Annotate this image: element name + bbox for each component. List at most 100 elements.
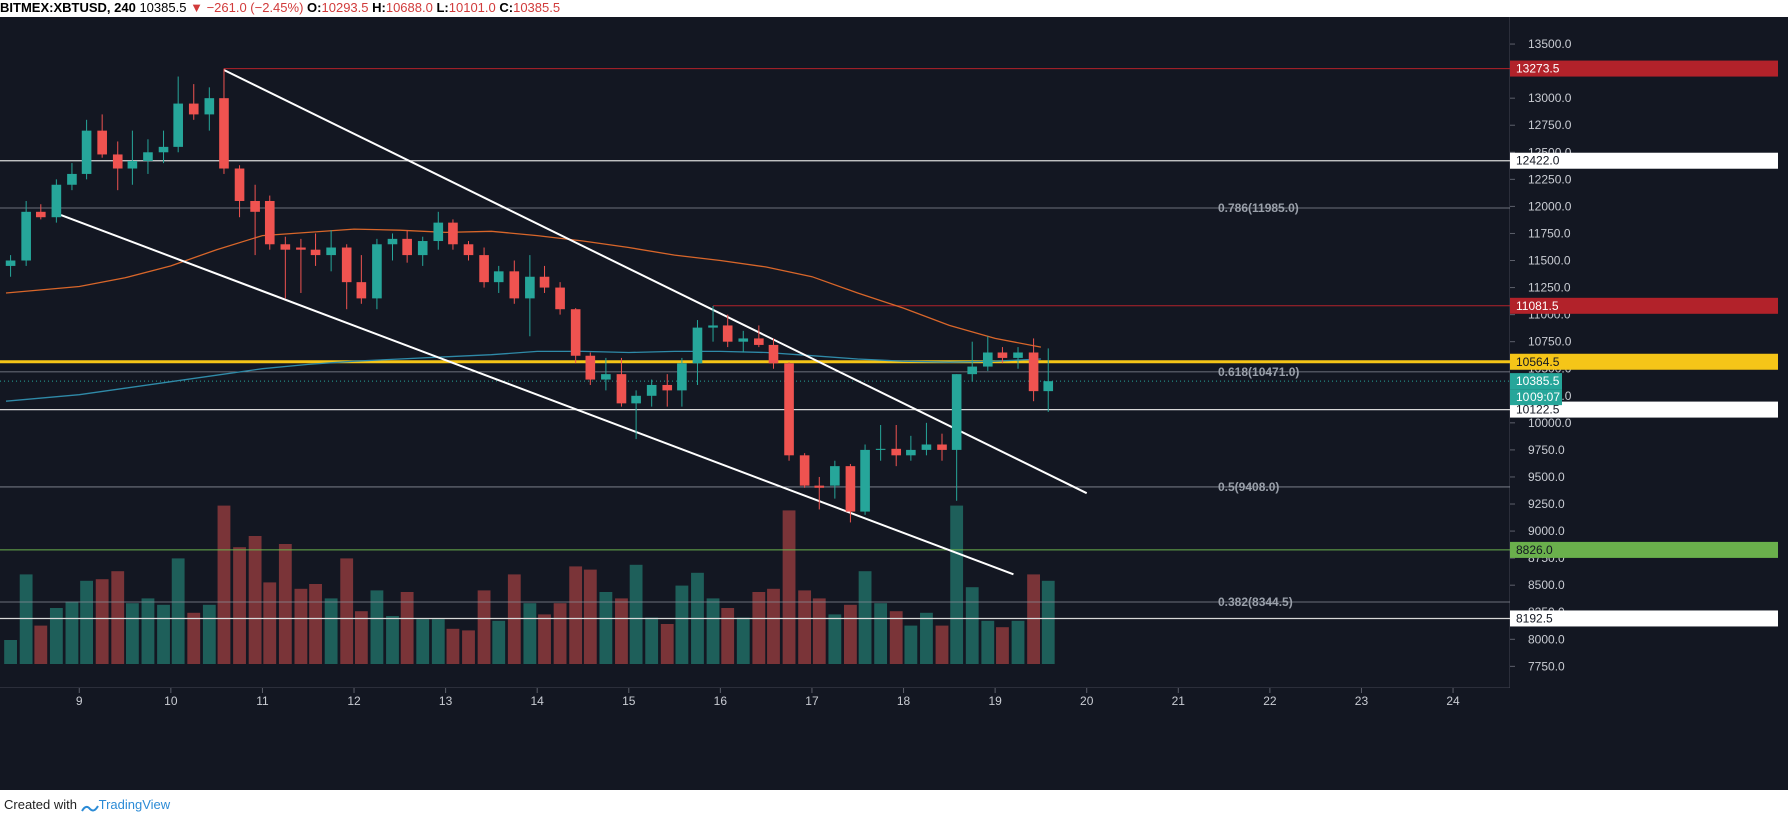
volume-bar (157, 604, 170, 664)
candle-body (234, 168, 245, 201)
level-tag-label: 8192.5 (1516, 611, 1553, 625)
candle-body (341, 247, 352, 283)
time-axis[interactable] (0, 688, 1788, 790)
price-tick-label: 7750.0 (1528, 659, 1565, 673)
volume-bar (767, 588, 780, 664)
candle-body (722, 325, 733, 342)
volume-bar (370, 590, 384, 664)
volume-bar (583, 569, 597, 664)
fib-label: 0.618(10471.0) (1218, 365, 1299, 379)
volume-bar (981, 620, 995, 664)
price-chart[interactable]: 0.786(11985.0) 0.618(10471.0) 0.5(9408.0) 0… (0, 0, 1788, 790)
volume-bar (492, 620, 506, 664)
candle-body (35, 211, 46, 218)
candle-body (875, 448, 886, 450)
candle-body (264, 200, 275, 245)
volume-bar (248, 536, 262, 664)
candle-body (310, 249, 321, 256)
volume-bar (1041, 580, 1055, 664)
candle-body (768, 344, 779, 364)
level-tag-label: 10122.5 (1516, 403, 1560, 417)
volume-bar (111, 571, 125, 664)
volume-bar (844, 604, 857, 664)
time-tick-label: 16 (714, 694, 728, 708)
fib-label: 0.5(9408.0) (1218, 480, 1279, 494)
candle-body (493, 271, 504, 283)
price-tick-label: 10000.0 (1528, 416, 1572, 430)
close-value: 10385.5 (513, 0, 561, 15)
level-tag-label: 11081.5 (1516, 299, 1559, 313)
volume-bar (736, 617, 750, 664)
volume-bar (263, 582, 277, 664)
price-axis[interactable] (1510, 17, 1788, 688)
volume-bar (171, 558, 185, 664)
candle-body (662, 384, 673, 391)
candle-body (708, 325, 718, 328)
candle-body (296, 247, 306, 250)
time-axis-labels: 9 10 11 12 13 14 15 16 17 18 19 20 21 22 23 24 (76, 688, 1460, 708)
level-tag-label: 10564.5 (1516, 355, 1560, 369)
candle-body (967, 366, 978, 375)
volume-bar (80, 580, 94, 664)
level-tag (1510, 610, 1778, 627)
price-tick-label: 12750.0 (1528, 118, 1572, 132)
price-tick-label: 8500.0 (1528, 578, 1565, 592)
time-tick-label: 18 (897, 694, 911, 708)
candle-body (921, 444, 932, 450)
candle-body (204, 98, 215, 115)
volume-bar (675, 585, 689, 664)
time-tick-label: 23 (1355, 694, 1369, 708)
candle-body (525, 276, 535, 299)
candle-body (433, 222, 444, 242)
candle-body (830, 466, 840, 486)
candle-body (784, 363, 794, 456)
level-tag-label: 13273.5 (1516, 62, 1560, 76)
candle-body (570, 309, 581, 356)
candle-body (997, 352, 1008, 358)
candle-body (631, 395, 641, 404)
price-tick-label: 11750.0 (1528, 226, 1571, 240)
candles (5, 68, 1054, 523)
candle-body (173, 103, 183, 147)
level-tag (1510, 152, 1778, 169)
candle-body (127, 160, 138, 169)
fib-label: 0.382(8344.5) (1218, 595, 1293, 609)
candle-body (1028, 352, 1039, 392)
candle-body (51, 184, 62, 218)
volume-bar (309, 584, 322, 664)
low-value: 10101.0 (448, 0, 496, 15)
fib-labels: 0.786(11985.0) 0.618(10471.0) 0.5(9408.0) 0… (1218, 201, 1299, 609)
open-value: 10293.5 (321, 0, 369, 15)
volume-bar (858, 571, 872, 664)
volume-bar (660, 624, 674, 664)
trendline (60, 214, 1014, 576)
candle-body (417, 241, 428, 256)
current-price-tag (1510, 373, 1562, 390)
volume-bar (400, 592, 414, 664)
footer: Created with TradingView (4, 797, 170, 812)
volume-bar (49, 608, 63, 664)
trendline (223, 69, 1088, 495)
candle-body (860, 449, 870, 512)
level-tag-label: 12422.0 (1516, 154, 1560, 168)
candle-body (402, 238, 412, 256)
time-tick-label: 9 (76, 694, 83, 708)
price-tick-label: 12000.0 (1528, 199, 1572, 213)
volume-bar (507, 574, 521, 664)
volume-bar (294, 588, 308, 664)
tradingview-logo-icon (80, 801, 99, 812)
volume-bar (645, 617, 659, 664)
volume-bar (431, 619, 445, 664)
volume-bar (828, 614, 842, 664)
volume-bar (615, 598, 628, 664)
volume-bar (340, 558, 354, 664)
candle-body (906, 449, 916, 456)
price-tick-label: 9250.0 (1528, 497, 1565, 511)
price-tick-label: 10750.0 (1528, 335, 1572, 349)
volume-bar (278, 544, 292, 664)
candle-body (158, 146, 169, 153)
tradingview-link[interactable]: TradingView (98, 797, 171, 812)
volume-bar (996, 627, 1009, 664)
volume-bar (538, 614, 551, 664)
candle-body (646, 384, 657, 396)
